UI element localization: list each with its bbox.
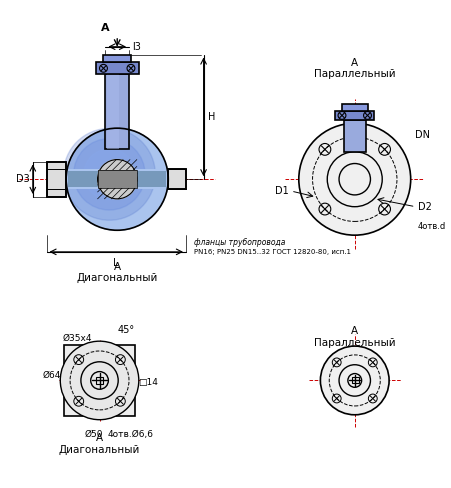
Text: 45°: 45° <box>117 325 134 335</box>
Bar <box>343 121 365 152</box>
Text: A
Параллельный: A Параллельный <box>313 58 395 79</box>
Text: PN16; PN25 DN15..32 ГОСТ 12820-80, исп.1: PN16; PN25 DN15..32 ГОСТ 12820-80, исп.1 <box>193 249 350 255</box>
Bar <box>46 162 66 197</box>
Bar <box>351 377 358 384</box>
Circle shape <box>63 128 155 220</box>
Bar <box>334 110 373 121</box>
Text: □14: □14 <box>138 378 157 387</box>
Text: A
Диагональный: A Диагональный <box>59 433 140 455</box>
Bar <box>97 170 137 188</box>
Bar <box>96 377 103 385</box>
Text: 4отв.d: 4отв.d <box>417 222 445 231</box>
Circle shape <box>66 128 168 230</box>
Text: A
Диагональный: A Диагональный <box>76 262 157 284</box>
Bar <box>64 345 134 416</box>
Text: D3: D3 <box>16 174 30 184</box>
Text: l3: l3 <box>132 41 141 52</box>
Bar <box>168 169 185 189</box>
Text: A: A <box>101 23 110 33</box>
Text: A
Параллельный: A Параллельный <box>313 326 395 348</box>
Circle shape <box>60 341 138 420</box>
Text: D1: D1 <box>275 186 288 196</box>
Bar <box>68 171 166 187</box>
Bar <box>46 162 66 197</box>
Text: Ø50: Ø50 <box>85 429 103 439</box>
Text: 4отв.Ø6,6: 4отв.Ø6,6 <box>107 429 153 439</box>
Text: фланцы трубопровода: фланцы трубопровода <box>193 238 285 247</box>
Bar <box>168 169 185 189</box>
Text: H: H <box>207 112 214 122</box>
Text: D2: D2 <box>417 202 431 212</box>
Bar <box>46 169 66 189</box>
Circle shape <box>97 160 137 199</box>
Circle shape <box>74 139 145 210</box>
Circle shape <box>298 123 410 235</box>
Bar <box>96 62 138 74</box>
Text: L: L <box>113 258 119 268</box>
Circle shape <box>83 149 134 200</box>
Circle shape <box>320 346 388 415</box>
Bar <box>97 170 137 188</box>
Text: Ø35х4: Ø35х4 <box>62 334 92 343</box>
Text: Ø64: Ø64 <box>43 371 61 380</box>
Bar <box>105 74 129 148</box>
Bar <box>168 169 185 189</box>
Bar <box>66 169 168 189</box>
Bar <box>107 74 119 148</box>
Bar <box>103 55 131 62</box>
Bar <box>341 103 367 110</box>
Text: DN: DN <box>414 130 428 140</box>
